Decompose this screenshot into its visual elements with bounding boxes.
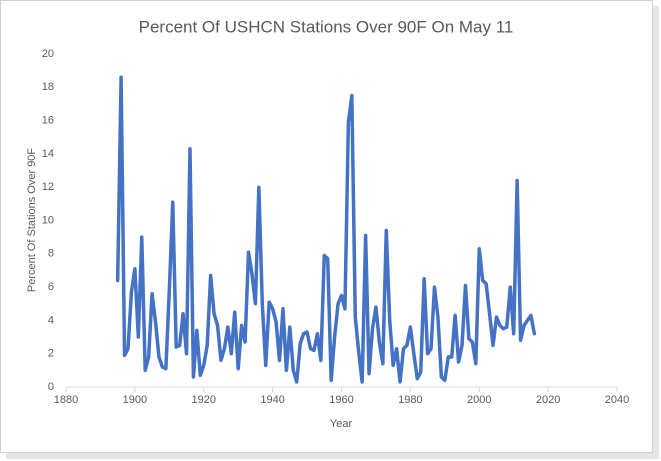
x-tick-label: 2040: [605, 394, 629, 406]
y-tick-label: 10: [42, 214, 54, 226]
y-tick-label: 2: [48, 348, 54, 360]
x-tick-label: 1880: [54, 394, 78, 406]
chart-frame: [0, 0, 653, 453]
x-tick-label: 1980: [398, 394, 422, 406]
frame-shadow: [653, 6, 659, 458]
x-tick-label: 1920: [192, 394, 216, 406]
x-tick-label: 2000: [467, 394, 491, 406]
x-tick-label: 1940: [260, 394, 284, 406]
y-tick-label: 4: [48, 314, 54, 326]
x-tick-label: 2020: [536, 394, 560, 406]
chart-title: Percent Of USHCN Stations Over 90F On Ma…: [139, 17, 514, 36]
data-line: [115, 75, 537, 384]
y-tick-label: 16: [42, 115, 54, 127]
x-tick-label: 1900: [123, 394, 147, 406]
y-tick-label: 8: [48, 248, 54, 260]
y-tick-label: 14: [42, 148, 54, 160]
y-tick-label: 0: [48, 381, 54, 393]
y-tick-label: 12: [42, 181, 54, 193]
y-axis-label: Percent Of Stations Over 90F: [26, 148, 38, 293]
x-tick-label: 1960: [329, 394, 353, 406]
x-axis-label: Year: [330, 418, 353, 430]
y-tick-label: 18: [42, 81, 54, 93]
frame-shadow: [6, 453, 659, 459]
y-tick-label: 6: [48, 281, 54, 293]
y-tick-label: 20: [42, 48, 54, 60]
